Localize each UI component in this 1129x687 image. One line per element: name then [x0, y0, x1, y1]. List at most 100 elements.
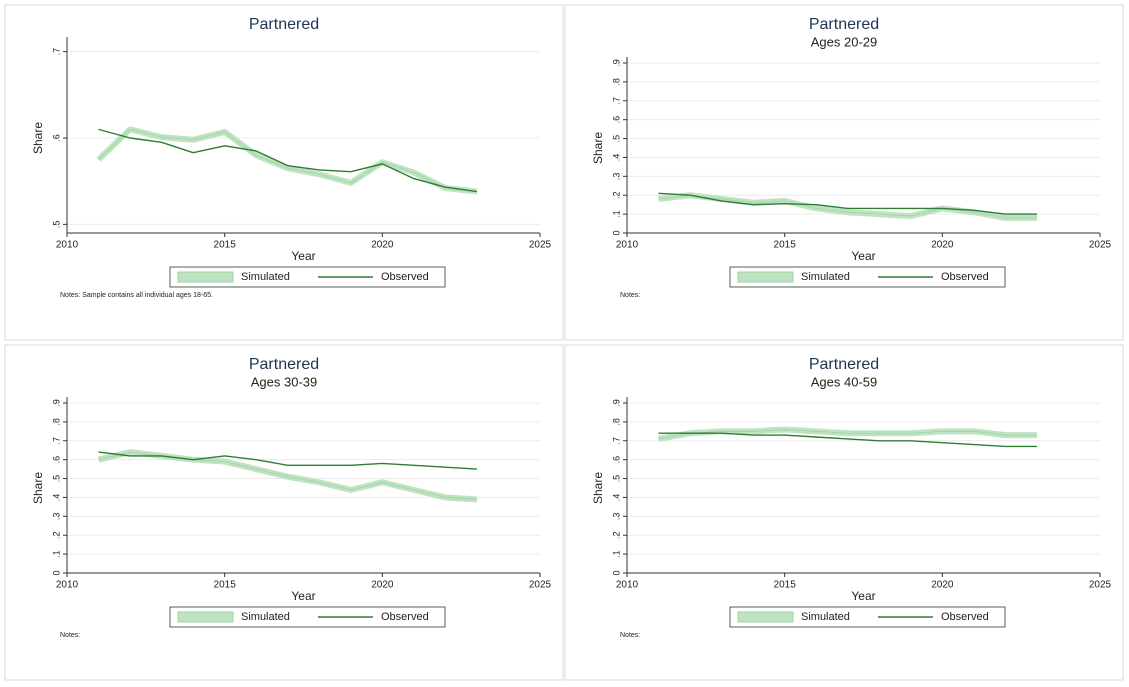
- x-tick-label: 2025: [1089, 240, 1112, 251]
- x-tick-label: 2025: [529, 580, 552, 591]
- y-tick-label: .5: [611, 475, 621, 483]
- simulated-band-edge: [658, 194, 1037, 219]
- y-tick-label: .3: [51, 513, 61, 521]
- panel-border: [4, 4, 564, 341]
- y-tick-label: .3: [611, 173, 621, 181]
- notes: Notes:: [620, 632, 640, 639]
- x-axis-label: Year: [291, 249, 315, 263]
- y-axis-label: Share: [591, 472, 605, 504]
- simulated-band-edge: [658, 429, 1037, 440]
- legend-label: Observed: [381, 611, 429, 623]
- x-tick-label: 2020: [931, 240, 954, 251]
- x-tick-label: 2015: [774, 240, 797, 251]
- y-tick-label: 0: [611, 230, 621, 235]
- y-tick-label: 0: [611, 570, 621, 575]
- chart-title: Partnered: [809, 16, 879, 33]
- x-tick-label: 2025: [1089, 580, 1112, 591]
- chart-subtitle: Ages 20-29: [811, 34, 878, 49]
- x-axis-label: Year: [851, 249, 875, 263]
- y-tick-label: .5: [51, 221, 61, 229]
- y-tick-label: .4: [611, 154, 621, 162]
- observed-line: [98, 451, 477, 470]
- y-axis-label: Share: [31, 122, 45, 154]
- legend-label: Observed: [381, 271, 429, 283]
- x-tick-label: 2020: [371, 580, 394, 591]
- legend-swatch: [737, 611, 794, 623]
- x-tick-label: 2010: [56, 240, 79, 251]
- panel-border: [4, 344, 564, 681]
- x-tick-label: 2015: [214, 580, 237, 591]
- y-tick-label: .2: [611, 531, 621, 539]
- y-tick-label: .3: [611, 513, 621, 521]
- x-tick-label: 2010: [616, 580, 639, 591]
- y-tick-label: .6: [611, 116, 621, 124]
- legend-swatch: [177, 271, 234, 283]
- chart-subtitle: Ages 40-59: [811, 374, 878, 389]
- legend-swatch: [177, 611, 234, 623]
- legend-label: Simulated: [241, 271, 290, 283]
- x-tick-label: 2020: [931, 580, 954, 591]
- y-tick-label: .6: [51, 456, 61, 464]
- y-tick-label: .5: [51, 475, 61, 483]
- y-tick-label: .6: [611, 456, 621, 464]
- y-tick-label: .9: [611, 399, 621, 407]
- x-tick-label: 2025: [529, 240, 552, 251]
- legend-label: Observed: [941, 611, 989, 623]
- y-tick-label: .1: [611, 210, 621, 218]
- y-axis-label: Share: [591, 132, 605, 164]
- y-tick-label: .8: [51, 418, 61, 426]
- panel-border: [564, 344, 1124, 681]
- y-tick-label: .9: [51, 399, 61, 407]
- panel: Partnered .5 .6 .7 2010 2015 2020 2025 Share Year…: [4, 4, 564, 341]
- y-tick-label: .7: [51, 48, 61, 56]
- simulated-band-edge: [98, 128, 477, 192]
- y-tick-label: .4: [51, 494, 61, 502]
- x-tick-label: 2010: [56, 580, 79, 591]
- x-axis-label: Year: [291, 589, 315, 603]
- chart-subtitle: Ages 30-39: [251, 374, 318, 389]
- panel-border: [564, 4, 1124, 341]
- x-tick-label: 2015: [774, 580, 797, 591]
- legend-label: Observed: [941, 271, 989, 283]
- legend-box: [729, 266, 1006, 288]
- y-tick-label: .4: [611, 494, 621, 502]
- legend-swatch: [737, 271, 794, 283]
- chart-title: Partnered: [249, 356, 319, 373]
- notes: Notes:: [60, 632, 80, 639]
- y-tick-label: .6: [51, 134, 61, 142]
- y-tick-label: .7: [51, 437, 61, 445]
- chart-title: Partnered: [249, 16, 319, 33]
- y-tick-label: .8: [611, 78, 621, 86]
- notes: Notes:: [620, 292, 640, 299]
- y-tick-label: .1: [611, 550, 621, 558]
- y-tick-label: .9: [611, 59, 621, 67]
- legend-box: [729, 606, 1006, 628]
- y-tick-label: .2: [611, 191, 621, 199]
- legend-label: Simulated: [801, 611, 850, 623]
- y-tick-label: 0: [51, 570, 61, 575]
- x-tick-label: 2015: [214, 240, 237, 251]
- observed-line: [658, 192, 1037, 215]
- x-tick-label: 2010: [616, 240, 639, 251]
- x-axis-label: Year: [851, 589, 875, 603]
- legend-box: [169, 606, 446, 628]
- legend-label: Simulated: [241, 611, 290, 623]
- y-tick-label: .7: [611, 437, 621, 445]
- observed-line: [98, 128, 478, 193]
- legend-box: [169, 266, 446, 288]
- legend-label: Simulated: [801, 271, 850, 283]
- y-tick-label: .2: [51, 531, 61, 539]
- y-tick-label: .5: [611, 135, 621, 143]
- x-tick-label: 2020: [371, 240, 394, 251]
- chart-title: Partnered: [809, 356, 879, 373]
- y-tick-label: .8: [611, 418, 621, 426]
- y-tick-label: .7: [611, 97, 621, 105]
- y-tick-label: .1: [51, 550, 61, 558]
- notes: Notes: Sample contains all individual ag…: [60, 292, 213, 299]
- observed-line: [658, 432, 1037, 448]
